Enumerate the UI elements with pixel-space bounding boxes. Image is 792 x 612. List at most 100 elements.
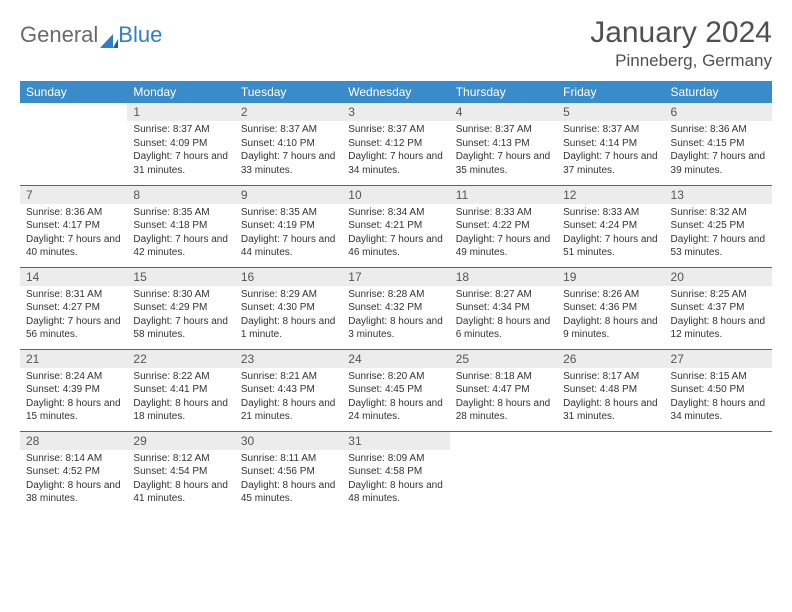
day-number [20, 103, 127, 121]
daylight-text: Daylight: 7 hours and 42 minutes. [133, 233, 228, 260]
title-block: January 2024 Pinneberg, Germany [590, 16, 772, 71]
calendar-cell [665, 431, 772, 513]
sunset-text: Sunset: 4:12 PM [348, 137, 443, 151]
sunset-text: Sunset: 4:13 PM [456, 137, 551, 151]
calendar-cell [450, 431, 557, 513]
sunset-text: Sunset: 4:22 PM [456, 219, 551, 233]
calendar-cell: 2Sunrise: 8:37 AMSunset: 4:10 PMDaylight… [235, 103, 342, 185]
sunrise-text: Sunrise: 8:26 AM [563, 288, 658, 302]
sunrise-text: Sunrise: 8:27 AM [456, 288, 551, 302]
day-body: Sunrise: 8:09 AMSunset: 4:58 PMDaylight:… [342, 450, 449, 510]
day-number: 24 [342, 350, 449, 368]
calendar-cell: 8Sunrise: 8:35 AMSunset: 4:18 PMDaylight… [127, 185, 234, 267]
sunrise-text: Sunrise: 8:34 AM [348, 206, 443, 220]
day-body: Sunrise: 8:24 AMSunset: 4:39 PMDaylight:… [20, 368, 127, 428]
page-header: General Blue January 2024 Pinneberg, Germ… [20, 16, 772, 71]
day-number: 9 [235, 186, 342, 204]
calendar-cell: 14Sunrise: 8:31 AMSunset: 4:27 PMDayligh… [20, 267, 127, 349]
day-number: 4 [450, 103, 557, 121]
day-body: Sunrise: 8:18 AMSunset: 4:47 PMDaylight:… [450, 368, 557, 428]
day-number: 22 [127, 350, 234, 368]
calendar-cell [557, 431, 664, 513]
sunset-text: Sunset: 4:30 PM [241, 301, 336, 315]
calendar-cell: 25Sunrise: 8:18 AMSunset: 4:47 PMDayligh… [450, 349, 557, 431]
daylight-text: Daylight: 8 hours and 12 minutes. [671, 315, 766, 342]
calendar-week-row: 1Sunrise: 8:37 AMSunset: 4:09 PMDaylight… [20, 103, 772, 185]
day-body: Sunrise: 8:14 AMSunset: 4:52 PMDaylight:… [20, 450, 127, 510]
calendar-cell: 26Sunrise: 8:17 AMSunset: 4:48 PMDayligh… [557, 349, 664, 431]
sunset-text: Sunset: 4:58 PM [348, 465, 443, 479]
sunset-text: Sunset: 4:54 PM [133, 465, 228, 479]
calendar-week-row: 7Sunrise: 8:36 AMSunset: 4:17 PMDaylight… [20, 185, 772, 267]
calendar-cell: 23Sunrise: 8:21 AMSunset: 4:43 PMDayligh… [235, 349, 342, 431]
weekday-header: Tuesday [235, 81, 342, 103]
daylight-text: Daylight: 8 hours and 34 minutes. [671, 397, 766, 424]
day-number: 31 [342, 432, 449, 450]
day-body: Sunrise: 8:15 AMSunset: 4:50 PMDaylight:… [665, 368, 772, 428]
calendar-cell: 22Sunrise: 8:22 AMSunset: 4:41 PMDayligh… [127, 349, 234, 431]
day-number: 28 [20, 432, 127, 450]
sunset-text: Sunset: 4:27 PM [26, 301, 121, 315]
sunset-text: Sunset: 4:14 PM [563, 137, 658, 151]
day-body [450, 450, 557, 456]
sunset-text: Sunset: 4:52 PM [26, 465, 121, 479]
weekday-header: Friday [557, 81, 664, 103]
day-body: Sunrise: 8:35 AMSunset: 4:19 PMDaylight:… [235, 204, 342, 264]
brand-part1: General [20, 22, 98, 48]
day-number: 15 [127, 268, 234, 286]
day-body: Sunrise: 8:31 AMSunset: 4:27 PMDaylight:… [20, 286, 127, 346]
calendar-cell: 29Sunrise: 8:12 AMSunset: 4:54 PMDayligh… [127, 431, 234, 513]
daylight-text: Daylight: 8 hours and 6 minutes. [456, 315, 551, 342]
brand-part2: Blue [118, 22, 162, 48]
calendar-cell: 28Sunrise: 8:14 AMSunset: 4:52 PMDayligh… [20, 431, 127, 513]
sunrise-text: Sunrise: 8:37 AM [456, 123, 551, 137]
day-body: Sunrise: 8:17 AMSunset: 4:48 PMDaylight:… [557, 368, 664, 428]
calendar-cell: 27Sunrise: 8:15 AMSunset: 4:50 PMDayligh… [665, 349, 772, 431]
day-number: 16 [235, 268, 342, 286]
sunrise-text: Sunrise: 8:20 AM [348, 370, 443, 384]
day-number: 5 [557, 103, 664, 121]
day-number [557, 432, 664, 450]
day-number: 27 [665, 350, 772, 368]
calendar-cell: 30Sunrise: 8:11 AMSunset: 4:56 PMDayligh… [235, 431, 342, 513]
sunrise-text: Sunrise: 8:35 AM [133, 206, 228, 220]
daylight-text: Daylight: 7 hours and 44 minutes. [241, 233, 336, 260]
daylight-text: Daylight: 8 hours and 21 minutes. [241, 397, 336, 424]
daylight-text: Daylight: 8 hours and 31 minutes. [563, 397, 658, 424]
sunrise-text: Sunrise: 8:15 AM [671, 370, 766, 384]
sunset-text: Sunset: 4:25 PM [671, 219, 766, 233]
day-number: 13 [665, 186, 772, 204]
daylight-text: Daylight: 7 hours and 58 minutes. [133, 315, 228, 342]
day-body: Sunrise: 8:25 AMSunset: 4:37 PMDaylight:… [665, 286, 772, 346]
day-number: 7 [20, 186, 127, 204]
sunrise-text: Sunrise: 8:17 AM [563, 370, 658, 384]
day-number: 17 [342, 268, 449, 286]
day-body: Sunrise: 8:21 AMSunset: 4:43 PMDaylight:… [235, 368, 342, 428]
sunrise-text: Sunrise: 8:09 AM [348, 452, 443, 466]
daylight-text: Daylight: 7 hours and 56 minutes. [26, 315, 121, 342]
calendar-cell: 13Sunrise: 8:32 AMSunset: 4:25 PMDayligh… [665, 185, 772, 267]
calendar-header-row: SundayMondayTuesdayWednesdayThursdayFrid… [20, 81, 772, 103]
day-body: Sunrise: 8:37 AMSunset: 4:12 PMDaylight:… [342, 121, 449, 181]
calendar-cell [20, 103, 127, 185]
weekday-header: Saturday [665, 81, 772, 103]
weekday-header: Monday [127, 81, 234, 103]
calendar-cell: 9Sunrise: 8:35 AMSunset: 4:19 PMDaylight… [235, 185, 342, 267]
calendar-week-row: 28Sunrise: 8:14 AMSunset: 4:52 PMDayligh… [20, 431, 772, 513]
sunrise-text: Sunrise: 8:11 AM [241, 452, 336, 466]
day-body: Sunrise: 8:33 AMSunset: 4:24 PMDaylight:… [557, 204, 664, 264]
daylight-text: Daylight: 8 hours and 18 minutes. [133, 397, 228, 424]
daylight-text: Daylight: 8 hours and 15 minutes. [26, 397, 121, 424]
day-number: 25 [450, 350, 557, 368]
sunset-text: Sunset: 4:18 PM [133, 219, 228, 233]
sunset-text: Sunset: 4:48 PM [563, 383, 658, 397]
calendar-cell: 7Sunrise: 8:36 AMSunset: 4:17 PMDaylight… [20, 185, 127, 267]
month-title: January 2024 [590, 16, 772, 49]
calendar-cell: 15Sunrise: 8:30 AMSunset: 4:29 PMDayligh… [127, 267, 234, 349]
sunset-text: Sunset: 4:50 PM [671, 383, 766, 397]
calendar-cell: 12Sunrise: 8:33 AMSunset: 4:24 PMDayligh… [557, 185, 664, 267]
day-body: Sunrise: 8:30 AMSunset: 4:29 PMDaylight:… [127, 286, 234, 346]
day-number: 20 [665, 268, 772, 286]
calendar-cell: 31Sunrise: 8:09 AMSunset: 4:58 PMDayligh… [342, 431, 449, 513]
sunrise-text: Sunrise: 8:25 AM [671, 288, 766, 302]
